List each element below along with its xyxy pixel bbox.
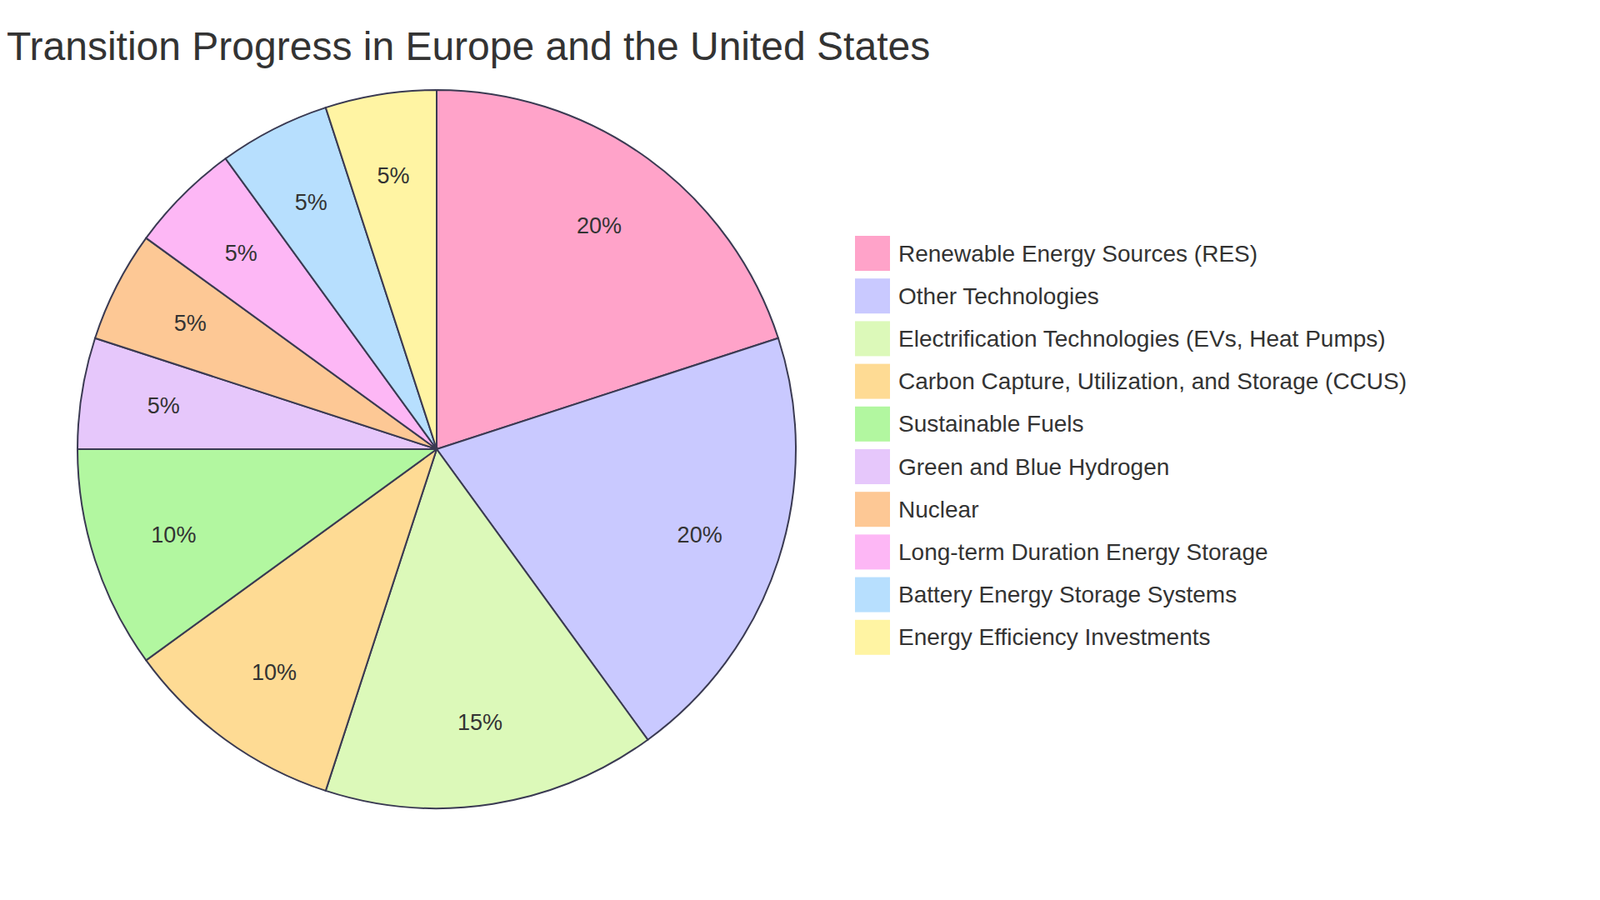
legend-swatch <box>855 577 890 613</box>
legend-label: Electrification Technologies (EVs, Heat … <box>898 325 1386 352</box>
legend-label: Nuclear <box>898 496 979 523</box>
title: Transition Progress in Europe and the Un… <box>6 24 930 69</box>
data-label: 5% <box>377 163 410 189</box>
legend-label: Sustainable Fuels <box>898 410 1085 437</box>
legend-label: Long-term Duration Energy Storage <box>898 539 1269 565</box>
data-label: 20% <box>576 213 622 239</box>
legend-label: Battery Energy Storage Systems <box>898 581 1237 608</box>
legend: Renewable Energy Sources (RES) Other Tech… <box>855 235 1407 655</box>
legend-label: Green and Blue Hydrogen <box>898 454 1170 480</box>
legend-swatch <box>855 364 890 400</box>
legend-swatch <box>855 449 890 485</box>
data-label: 5% <box>174 310 207 336</box>
legend-label: Other Technologies <box>898 283 1100 310</box>
legend-swatch <box>855 406 890 442</box>
chart: Transition Progress in Europe and the Un… <box>0 0 1600 900</box>
legend-swatch <box>855 491 890 527</box>
legend-swatch <box>855 320 890 356</box>
data-label: 5% <box>225 240 258 266</box>
legend-swatch <box>855 620 890 655</box>
legend-swatch <box>855 534 890 570</box>
data-label: 15% <box>457 710 503 735</box>
legend-swatch <box>855 278 890 314</box>
legend-label: Renewable Energy Sources (RES) <box>898 240 1258 267</box>
data-label: 20% <box>677 522 723 548</box>
data-label: 5% <box>295 190 328 215</box>
legend-swatch <box>855 235 890 271</box>
data-label: 5% <box>147 393 180 419</box>
data-label: 10% <box>251 660 297 685</box>
slice <box>325 90 437 450</box>
legend-label: Energy Efficiency Investments <box>898 624 1211 650</box>
slice <box>77 449 437 660</box>
pie: 20% 20% 15% 10% 10% 5% 5% 5% 5% 5% <box>77 90 796 809</box>
legend-label: Carbon Capture, Utilization, and Storage… <box>898 368 1407 395</box>
data-label: 10% <box>150 522 196 548</box>
